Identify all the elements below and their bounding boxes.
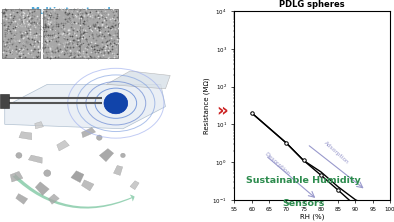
Polygon shape (19, 132, 32, 140)
Circle shape (44, 170, 51, 176)
Text: Sustainable Humidity: Sustainable Humidity (246, 176, 361, 185)
Polygon shape (82, 180, 94, 191)
Polygon shape (99, 149, 113, 162)
Polygon shape (5, 84, 165, 129)
Bar (80, 9, 118, 58)
Ellipse shape (104, 93, 128, 114)
Bar (0, 94, 9, 108)
Circle shape (16, 153, 22, 158)
Polygon shape (82, 128, 96, 138)
FancyArrowPatch shape (13, 174, 135, 208)
Circle shape (121, 153, 125, 158)
Polygon shape (16, 194, 28, 204)
Polygon shape (48, 194, 59, 204)
Text: Adsorption: Adsorption (323, 140, 349, 165)
Text: Desorption: Desorption (264, 151, 291, 176)
Polygon shape (106, 71, 170, 89)
Polygon shape (113, 165, 123, 175)
X-axis label: RH (%): RH (%) (300, 214, 324, 220)
Circle shape (97, 135, 102, 140)
Bar (43, 9, 80, 58)
Text: Sensors: Sensors (282, 199, 325, 208)
Text: »: » (217, 102, 229, 120)
Bar (2, 9, 40, 58)
Polygon shape (71, 171, 84, 182)
Polygon shape (35, 122, 43, 129)
Title: PDLG spheres: PDLG spheres (279, 0, 345, 9)
Polygon shape (57, 140, 69, 151)
Polygon shape (28, 155, 42, 163)
Polygon shape (10, 171, 23, 182)
Polygon shape (35, 182, 49, 195)
Y-axis label: Resistance (MΩ): Resistance (MΩ) (203, 77, 210, 134)
Polygon shape (130, 181, 139, 190)
Text: Multi-structural: Multi-structural (31, 7, 111, 16)
